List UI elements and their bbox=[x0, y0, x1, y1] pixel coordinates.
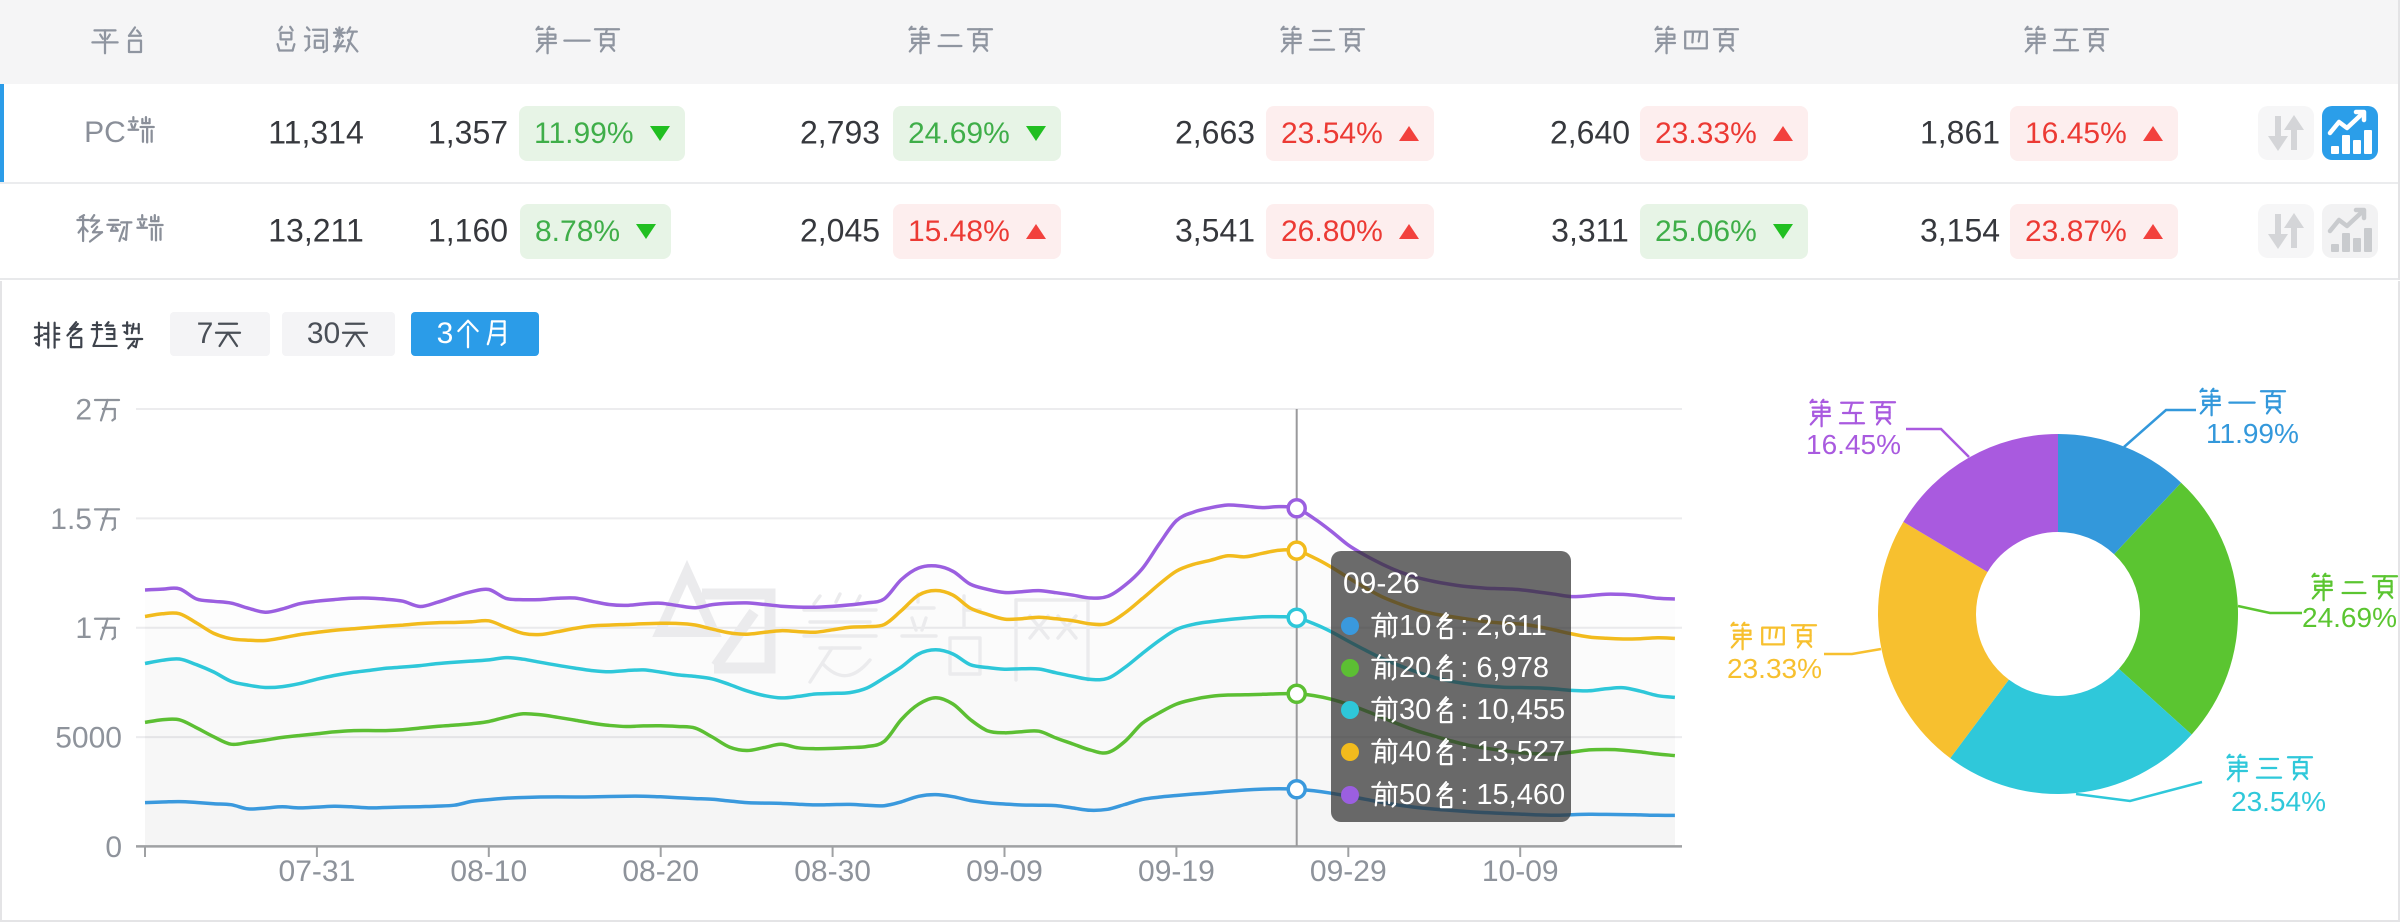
svg-text:11.99%: 11.99% bbox=[2206, 418, 2299, 449]
svg-text:0: 0 bbox=[105, 831, 122, 864]
svg-text:09-19: 09-19 bbox=[1138, 855, 1215, 888]
svg-text:23.33%: 23.33% bbox=[1727, 653, 1822, 684]
svg-text:07-31: 07-31 bbox=[279, 855, 356, 888]
svg-text:5000: 5000 bbox=[55, 722, 122, 755]
svg-text:23.54%: 23.54% bbox=[2231, 786, 2326, 817]
svg-text:16.45%: 16.45% bbox=[1806, 429, 1901, 460]
svg-text:09-09: 09-09 bbox=[966, 855, 1043, 888]
svg-text:09-29: 09-29 bbox=[1310, 855, 1387, 888]
svg-text:08-10: 08-10 bbox=[450, 855, 527, 888]
svg-text:24.69%: 24.69% bbox=[2302, 602, 2397, 633]
svg-text:08-30: 08-30 bbox=[794, 855, 871, 888]
svg-text:2: 2 bbox=[75, 394, 92, 427]
svg-text:08-20: 08-20 bbox=[622, 855, 699, 888]
svg-text:1: 1 bbox=[75, 612, 92, 645]
svg-text:10-09: 10-09 bbox=[1482, 855, 1559, 888]
svg-text:1.5: 1.5 bbox=[50, 503, 92, 536]
